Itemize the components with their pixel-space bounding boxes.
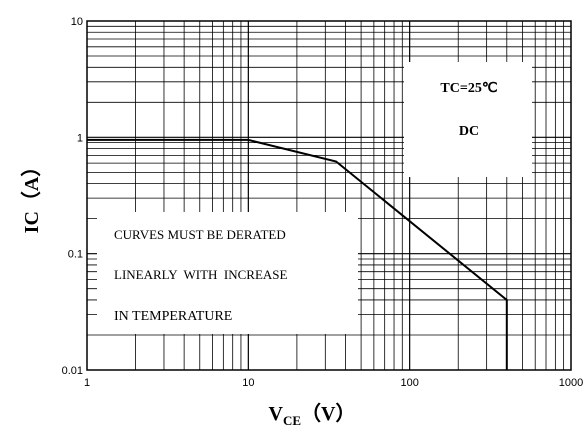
- y-tick-label: 0.01: [62, 365, 83, 377]
- x-tick-label: 100: [400, 377, 418, 389]
- x-axis-title: VCE（V）: [269, 402, 356, 428]
- note-line-3: IN TEMPERATURE: [114, 309, 232, 324]
- condition-temperature: TC=25℃: [440, 81, 497, 96]
- x-axis-title-main: V: [269, 403, 284, 425]
- condition-mode: DC: [459, 124, 479, 139]
- x-tick-label: 1: [84, 377, 90, 389]
- condition-box-bg: [404, 62, 532, 177]
- derating-note: CURVES MUST BE DERATED LINEARLY WITH INC…: [97, 212, 358, 334]
- note-line-2: LINEARLY WITH INCREASE: [114, 267, 288, 282]
- x-axis-title-sub: CE: [283, 413, 301, 428]
- condition-box: TC=25℃ DC: [404, 62, 532, 177]
- note-line-1: CURVES MUST BE DERATED: [114, 227, 286, 242]
- x-tick-labels: 1 10 100 1000: [84, 377, 583, 389]
- x-axis-title-unit: （V）: [301, 402, 355, 425]
- soa-curve: [87, 138, 508, 370]
- y-tick-label: 1: [77, 132, 83, 144]
- x-tick-label: 10: [242, 377, 254, 389]
- y-tick-labels: 10 1 0.1 0.01: [62, 16, 83, 377]
- y-axis-title: IC（A）: [20, 157, 43, 234]
- y-tick-label: 0.1: [68, 249, 83, 261]
- x-tick-label: 1000: [559, 377, 583, 389]
- plot-frame: [86, 20, 572, 371]
- derating-note-bg: [97, 212, 358, 334]
- y-tick-label: 10: [71, 16, 83, 28]
